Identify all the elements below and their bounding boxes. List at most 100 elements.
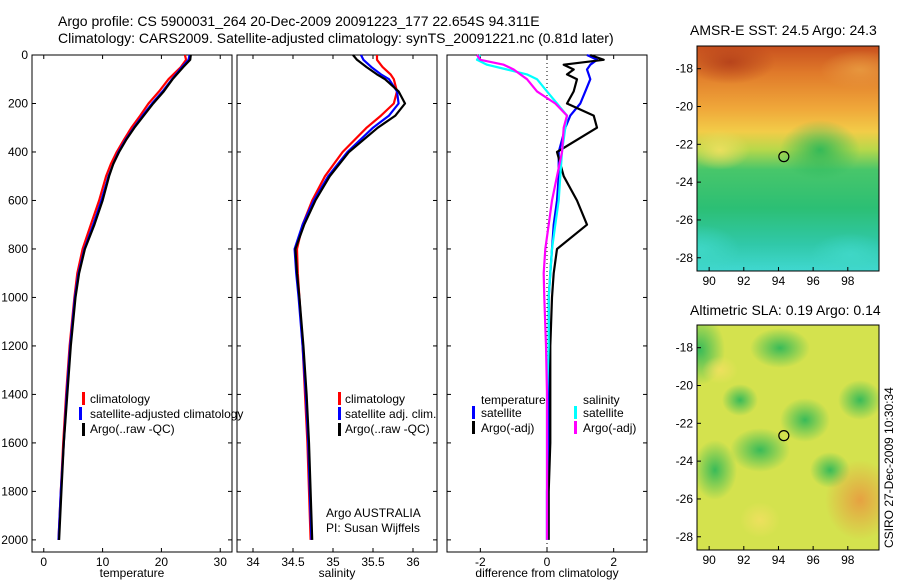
x-tick-label: 98 — [841, 274, 855, 288]
annotation-pi: PI: Susan Wijffels — [326, 521, 420, 535]
legend-salinity-title: salinity — [583, 393, 620, 407]
y-tick-label: -28 — [676, 251, 694, 265]
y-tick-label: -24 — [676, 175, 694, 189]
x-tick-label: 0 — [544, 555, 551, 569]
y-tick-label: -24 — [676, 454, 694, 468]
sla-map-title: Altimetric SLA: 0.19 Argo: 0.14 — [690, 302, 881, 318]
x-tick-label: 35.5 — [361, 555, 385, 569]
x-tick-label: 10 — [96, 555, 110, 569]
legend-satellite: satellite-adjusted climatology — [90, 407, 243, 421]
header-line-1: Argo profile: CS 5900031_264 20-Dec-2009… — [58, 13, 540, 29]
x-tick-label: 20 — [155, 555, 169, 569]
x-tick-label: 92 — [737, 274, 751, 288]
legend-swatch-argo — [338, 423, 341, 436]
y-tick-label: -20 — [676, 379, 694, 393]
x-axis-label: difference from climatology — [475, 566, 618, 580]
y-tick-label: 200 — [8, 96, 28, 110]
legend-swatch-satellite — [79, 407, 82, 420]
temperature-panel: 0 10 20 30 0 200 400 600 800 1000 1200 1400 1600 1800… — [1, 48, 233, 580]
y-tick-label: 400 — [8, 145, 28, 159]
legend-argo: Argo(..raw -QC) — [345, 422, 430, 436]
series-line-2 — [294, 54, 407, 540]
y-tick-label: 1600 — [1, 436, 28, 450]
x-tick-label: 96 — [806, 274, 820, 288]
y-tick-label: 2000 — [1, 533, 28, 547]
y-tick-label: 1800 — [1, 484, 28, 498]
difference-legend: temperature satellite Argo(-adj) salinit… — [472, 393, 636, 435]
x-tick-label: -2 — [475, 555, 486, 569]
series-line-1 — [57, 54, 191, 540]
sst-map-frame — [696, 45, 880, 272]
y-tick-label: 800 — [8, 242, 28, 256]
series-line-2 — [58, 54, 192, 540]
legend-temp-argo: Argo(-adj) — [481, 421, 534, 435]
series-line-1 — [547, 53, 605, 540]
sst-heatmap-field — [697, 46, 879, 271]
y-tick-label: -26 — [676, 213, 694, 227]
sst-argo-marker — [778, 151, 790, 163]
sla-map-frame — [696, 324, 880, 551]
sla-map: Altimetric SLA: 0.19 Argo: 0.14 90 92 94 96… — [676, 302, 881, 567]
legend-sal-argo: Argo(-adj) — [583, 421, 636, 435]
x-tick-label: 94 — [772, 553, 786, 567]
legend-temperature-title: temperature — [481, 393, 546, 407]
x-tick-label: 98 — [841, 553, 855, 567]
x-tick-label: 96 — [806, 553, 820, 567]
plot-frame — [236, 54, 438, 553]
legend-temp-satellite: satellite — [481, 406, 522, 420]
sla-argo-marker — [778, 430, 790, 442]
legend-swatch-argo — [82, 423, 85, 436]
legend-climatology: climatology — [345, 392, 405, 406]
x-tick-label: 90 — [702, 553, 716, 567]
y-tick-label: -26 — [676, 492, 694, 506]
sla-map-ticks: 90 92 94 96 98 -18 -20 -22 -24 -26 -28 — [676, 341, 855, 567]
x-tick-label: 92 — [737, 553, 751, 567]
y-tick-label: 1200 — [1, 339, 28, 353]
x-tick-label: 90 — [702, 274, 716, 288]
legend-satellite: satellite adj. clim. — [345, 407, 436, 421]
annotation-program: Argo AUSTRALIA — [326, 506, 421, 520]
y-tick-label: -22 — [676, 137, 694, 151]
y-tick-label: -22 — [676, 416, 694, 430]
x-tick-label: 94 — [772, 274, 786, 288]
y-tick-label: 1400 — [1, 387, 28, 401]
x-tick-label: 36 — [406, 555, 420, 569]
series-line-0 — [295, 55, 399, 540]
x-tick-label: 35 — [326, 555, 340, 569]
series-line-3 — [476, 54, 569, 540]
legend-swatch-sal-argo — [574, 421, 577, 434]
legend-swatch-climatology — [338, 392, 341, 405]
x-tick-label: 0 — [40, 555, 47, 569]
y-tick-label: -20 — [676, 100, 694, 114]
y-tick-label: -18 — [676, 341, 694, 355]
temperature-legend: climatology satellite-adjusted climatolo… — [79, 392, 243, 436]
y-tick-label: 1000 — [1, 290, 28, 304]
salinity-legend: climatology satellite adj. clim. Argo(..… — [326, 392, 436, 535]
plot-frame — [31, 54, 233, 553]
legend-swatch-temp-satellite — [472, 406, 475, 419]
sst-map: AMSR-E SST: 24.5 Argo: 24.3 90 92 94 96 98 -1… — [676, 22, 880, 288]
x-axis-label: temperature — [100, 566, 165, 580]
x-tick-label: 30 — [214, 555, 228, 569]
salinity-panel: 34 34.5 35 35.5 36 salinity — [236, 54, 438, 580]
y-tick-label: -28 — [676, 530, 694, 544]
header-line-2: Climatology: CARS2009. Satellite-adjuste… — [58, 30, 614, 46]
y-tick-label: -18 — [676, 62, 694, 76]
x-tick-label: 2 — [610, 555, 617, 569]
y-tick-label: 600 — [8, 193, 28, 207]
series-line-0 — [545, 54, 599, 540]
legend-sal-satellite: satellite — [583, 406, 624, 420]
x-tick-label: 34 — [246, 555, 260, 569]
legend-swatch-climatology — [82, 392, 85, 405]
sla-heatmap-field — [697, 325, 879, 550]
legend-climatology: climatology — [90, 392, 150, 406]
series-line-0 — [57, 54, 188, 540]
x-tick-label: 34.5 — [281, 555, 305, 569]
legend-swatch-temp-argo — [472, 421, 475, 434]
y-tick-label: 0 — [21, 48, 28, 62]
legend-swatch-sal-satellite — [574, 406, 577, 419]
series-line-2 — [475, 54, 569, 540]
side-credit: CSIRO 27-Dec-2009 10:30:34 — [882, 387, 896, 548]
